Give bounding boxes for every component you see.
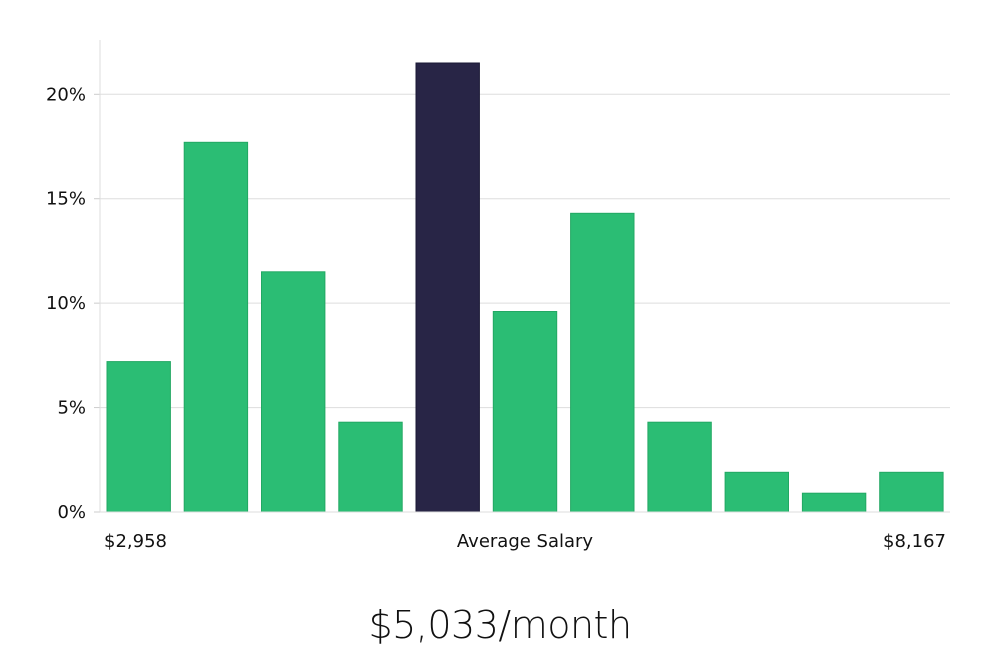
bar [724, 471, 789, 513]
bars [106, 62, 944, 513]
x-label-average-salary: Average Salary [457, 531, 594, 552]
chart-svg: 0% 5% 10% 15% 20% $2,958 Average Salary $8,1… [46, 40, 950, 552]
bar [570, 212, 635, 513]
bar [183, 141, 249, 513]
x-label-min: $2,958 [104, 531, 167, 552]
y-tick-label: 20% [46, 84, 86, 105]
y-tick-label: 10% [46, 293, 86, 314]
axes: 0% 5% 10% 15% 20% [46, 40, 950, 523]
bar [338, 421, 403, 513]
y-tick-label: 15% [46, 189, 86, 210]
salary-distribution-chart: 0% 5% 10% 15% 20% $2,958 Average Salary $8,1… [46, 40, 950, 552]
axis-labels: $2,958 Average Salary $8,167 [104, 531, 946, 552]
bar [106, 361, 171, 513]
bar [801, 492, 867, 513]
y-tick-label: 0% [57, 502, 86, 523]
average-salary-headline: $5,033/month [368, 603, 632, 647]
bar [261, 271, 326, 513]
x-label-max: $8,167 [883, 531, 946, 552]
bar-average-salary [415, 62, 480, 513]
bar [492, 311, 558, 513]
bar [647, 421, 712, 513]
bar [879, 471, 944, 513]
y-tick-label: 5% [57, 398, 86, 419]
